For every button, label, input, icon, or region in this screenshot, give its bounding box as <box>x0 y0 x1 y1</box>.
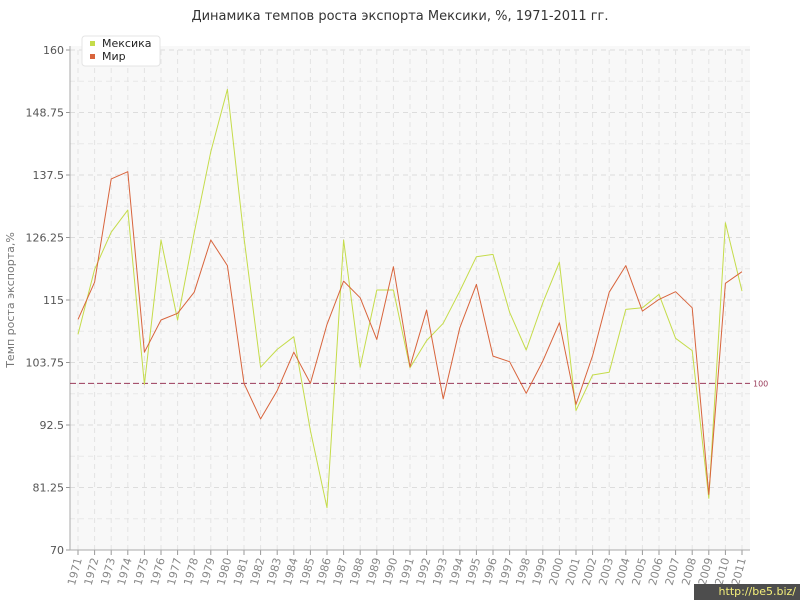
legend-swatch <box>90 41 95 46</box>
y-tick-label: 92.5 <box>40 419 65 432</box>
legend-swatch <box>90 54 95 59</box>
y-tick-label: 81.25 <box>33 482 65 495</box>
y-tick-label: 126.25 <box>26 232 65 245</box>
y-axis-title: Темп роста экспорта,% <box>4 232 17 369</box>
series-line-2 <box>77 171 743 495</box>
watermark: http://be5.biz/ <box>694 584 800 600</box>
y-tick-label: 160 <box>43 44 64 57</box>
y-tick-label: 103.75 <box>26 357 65 370</box>
legend-box <box>81 35 161 67</box>
y-tick-label: 70 <box>50 544 64 557</box>
chart-title: Динамика темпов роста экспорта Мексики, … <box>191 9 609 24</box>
grid-layer <box>70 49 750 550</box>
reference-line-label: 100 <box>753 379 768 388</box>
x-tick-label: 2011 <box>729 556 749 586</box>
y-tick-label: 148.75 <box>26 107 65 120</box>
legend-label: Мир <box>102 50 126 63</box>
series-layer <box>77 88 743 509</box>
y-tick-label: 137.5 <box>33 169 65 182</box>
series-line-1 <box>77 88 743 509</box>
y-tick-label: 115 <box>43 294 64 307</box>
reference-line-layer: 100 <box>70 379 768 388</box>
legend-label: Мексика <box>102 37 151 50</box>
